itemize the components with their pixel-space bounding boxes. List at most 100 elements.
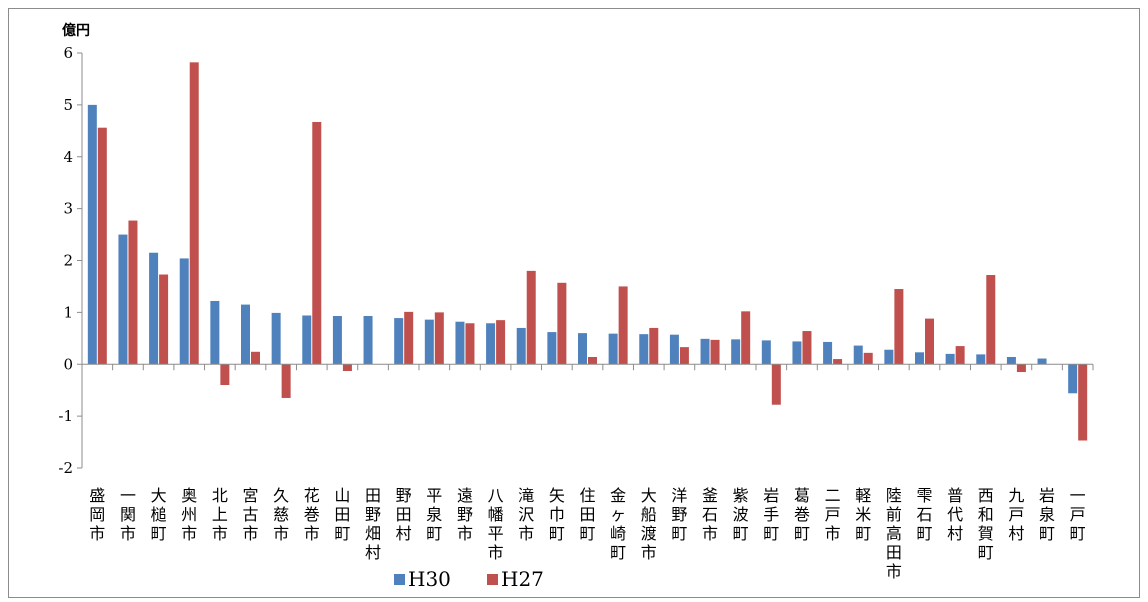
bar-h27-6 bbox=[281, 364, 291, 398]
category-label-0: 盛岡市 bbox=[89, 486, 105, 543]
category-label-10: 野田村 bbox=[396, 486, 412, 543]
bar-h30-25 bbox=[853, 345, 863, 365]
bar-h30-24 bbox=[823, 341, 833, 365]
bar-h30-28 bbox=[945, 353, 955, 365]
bar-h27-10 bbox=[404, 311, 414, 365]
bar-h30-13 bbox=[486, 323, 496, 365]
category-label-23: 葛巻町 bbox=[794, 486, 810, 543]
bar-h27-12 bbox=[465, 323, 475, 365]
bar-h27-13 bbox=[496, 320, 506, 365]
bar-h27-7 bbox=[312, 121, 322, 365]
bar-h30-15 bbox=[547, 332, 557, 365]
category-label-14: 滝沢市 bbox=[518, 486, 534, 543]
category-label-20: 釜石市 bbox=[702, 486, 718, 543]
bar-h27-17 bbox=[618, 286, 628, 365]
y-tick-label: 2 bbox=[63, 252, 73, 270]
y-tick-label: 5 bbox=[63, 96, 73, 114]
category-label-26: 陸前高田市 bbox=[886, 486, 902, 581]
bar-h30-6 bbox=[271, 312, 281, 365]
bar-h27-24 bbox=[833, 359, 843, 365]
bar-h30-0 bbox=[87, 104, 97, 365]
bar-h30-31 bbox=[1037, 358, 1047, 365]
bar-h30-32 bbox=[1068, 364, 1078, 394]
category-label-22: 岩手町 bbox=[763, 486, 779, 543]
bar-h30-16 bbox=[578, 333, 587, 365]
y-tick-label: 1 bbox=[63, 303, 73, 321]
bar-h30-8 bbox=[332, 316, 342, 365]
category-label-29: 西和賀町 bbox=[978, 486, 994, 562]
bar-h27-20 bbox=[710, 339, 720, 365]
category-label-7: 花巻市 bbox=[304, 486, 320, 543]
bar-h30-21 bbox=[731, 339, 741, 365]
category-label-4: 北上市 bbox=[212, 486, 228, 543]
legend-label: H27 bbox=[501, 567, 544, 591]
bar-h27-11 bbox=[434, 312, 444, 365]
category-label-27: 雫石町 bbox=[916, 486, 932, 543]
legend-item-h27: H27 bbox=[487, 567, 544, 591]
chart-frame: 億円 6 5 4 3 2 1 0 -1 -2 盛岡市 一関市 大槌町 奥州市 北上市 宮古市 久慈市 花巻市山… bbox=[8, 8, 1140, 598]
bar-h30-2 bbox=[149, 252, 159, 365]
bar-h30-4 bbox=[210, 300, 220, 365]
bar-h30-9 bbox=[363, 316, 373, 365]
category-label-6: 久慈市 bbox=[273, 486, 289, 543]
bar-h30-17 bbox=[608, 333, 618, 365]
y-tick-label: -1 bbox=[58, 407, 73, 425]
bar-h27-29 bbox=[986, 275, 996, 365]
bar-h27-30 bbox=[1016, 364, 1026, 373]
y-axis-unit-label: 億円 bbox=[62, 22, 90, 39]
bar-h27-16 bbox=[588, 356, 597, 365]
category-label-9: 田野畑村 bbox=[365, 486, 381, 562]
category-label-1: 一関市 bbox=[120, 486, 136, 543]
category-label-30: 九戸村 bbox=[1008, 486, 1024, 543]
bar-h30-23 bbox=[792, 341, 802, 365]
category-label-5: 宮古市 bbox=[242, 486, 258, 543]
bar-h30-30 bbox=[1006, 356, 1016, 365]
category-label-3: 奥州市 bbox=[181, 486, 197, 543]
legend-swatch bbox=[487, 574, 498, 585]
category-label-12: 遠野市 bbox=[457, 486, 473, 543]
category-label-16: 住田町 bbox=[579, 486, 595, 543]
legend-item-h30: H30 bbox=[394, 567, 451, 591]
bar-h27-1 bbox=[128, 220, 138, 365]
category-label-18: 大船渡市 bbox=[641, 486, 657, 562]
category-label-21: 紫波町 bbox=[733, 486, 749, 543]
bar-h30-18 bbox=[639, 334, 649, 365]
category-label-2: 大槌町 bbox=[151, 486, 167, 543]
bar-h30-29 bbox=[976, 354, 986, 365]
category-label-8: 山田町 bbox=[334, 486, 350, 543]
bar-h30-3 bbox=[179, 258, 189, 365]
category-label-19: 洋野町 bbox=[671, 486, 687, 543]
y-tick-label: 4 bbox=[63, 148, 73, 166]
bar-h27-18 bbox=[649, 327, 659, 365]
category-label-24: 二戸市 bbox=[825, 486, 841, 543]
bar-h30-1 bbox=[118, 234, 128, 365]
bar-h30-7 bbox=[302, 315, 312, 365]
bar-h27-21 bbox=[741, 311, 751, 365]
legend-swatch bbox=[394, 574, 405, 585]
bar-h30-20 bbox=[700, 338, 710, 365]
y-tick-label: 3 bbox=[63, 200, 73, 218]
bar-h27-25 bbox=[863, 352, 873, 365]
y-tick-label: 6 bbox=[63, 44, 73, 62]
bar-h30-12 bbox=[455, 321, 465, 365]
category-label-13: 八幡平市 bbox=[488, 486, 504, 562]
bar-h27-5 bbox=[251, 351, 260, 365]
bar-h30-22 bbox=[761, 340, 771, 365]
bar-h27-0 bbox=[97, 127, 107, 365]
bar-h27-15 bbox=[557, 282, 567, 365]
bar-h30-27 bbox=[915, 352, 924, 365]
bar-chart: 億円 6 5 4 3 2 1 0 -1 -2 盛岡市一関市大槌町奥州市北上市宮古市久慈市花巻市山… bbox=[58, 22, 1094, 591]
bar-h27-3 bbox=[189, 62, 199, 365]
bar-h27-26 bbox=[894, 289, 904, 365]
category-label-31: 岩泉町 bbox=[1039, 486, 1055, 543]
bar-h27-4 bbox=[220, 364, 230, 385]
bar-h27-8 bbox=[342, 364, 352, 371]
bar-h27-28 bbox=[955, 346, 965, 365]
category-label-25: 軽米町 bbox=[855, 486, 871, 543]
bar-h27-22 bbox=[771, 364, 781, 405]
bar-h27-23 bbox=[802, 331, 812, 365]
category-label-17: 金ヶ崎町 bbox=[610, 486, 626, 562]
bar-h30-19 bbox=[669, 334, 679, 365]
bar-h27-32 bbox=[1078, 364, 1088, 441]
bar-h30-10 bbox=[394, 318, 404, 365]
